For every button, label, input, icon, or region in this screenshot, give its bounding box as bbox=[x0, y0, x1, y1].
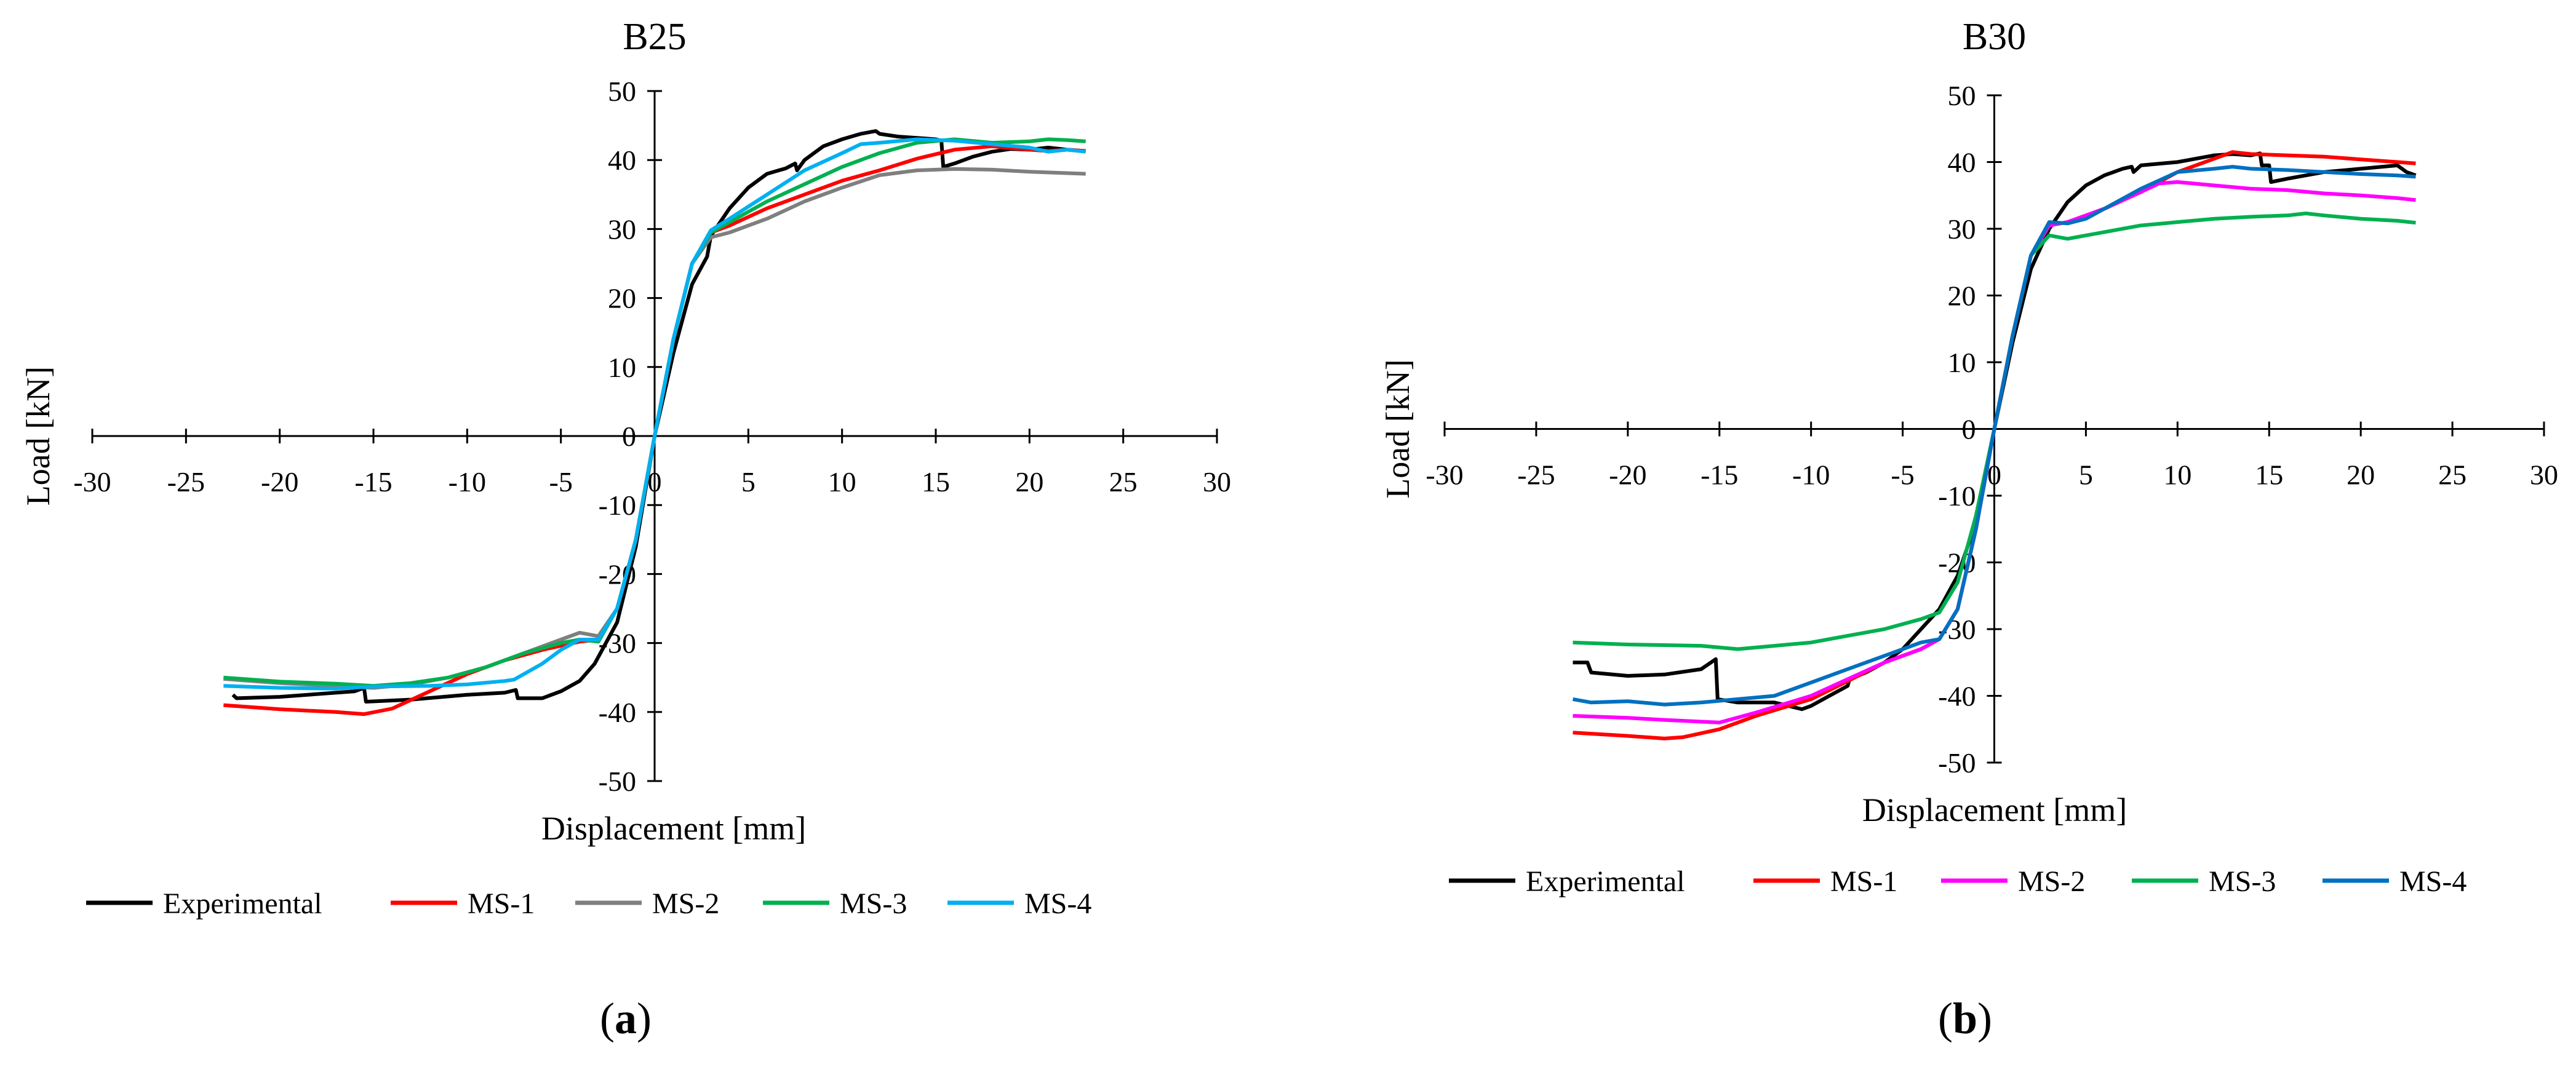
x-tick-label: 15 bbox=[2255, 459, 2283, 491]
legend-label-experimental: Experimental bbox=[163, 887, 322, 920]
caption-b-letter: b bbox=[1952, 994, 1978, 1043]
x-tick-label: -30 bbox=[1426, 459, 1463, 491]
x-tick-label: 25 bbox=[1109, 466, 1138, 498]
series-line-experimental bbox=[231, 129, 1086, 704]
x-tick-label: 30 bbox=[2530, 459, 2558, 491]
y-tick-label: 50 bbox=[1948, 80, 1976, 111]
y-axis-label: Load [kN] bbox=[20, 367, 57, 506]
y-tick-label: 0 bbox=[1962, 414, 1976, 445]
x-tick-label: 10 bbox=[828, 466, 856, 498]
series-line-ms-4 bbox=[1572, 165, 2416, 707]
y-tick-label: 40 bbox=[1948, 147, 1976, 178]
x-tick-label: 25 bbox=[2438, 459, 2466, 491]
x-axis-label: Displacement [mm] bbox=[541, 810, 806, 847]
y-tick-label: 10 bbox=[608, 352, 636, 383]
y-tick-label: 20 bbox=[608, 283, 636, 314]
y-tick-label: -40 bbox=[599, 697, 636, 728]
x-tick-label: -15 bbox=[354, 466, 392, 498]
legend-label-ms-4: MS-4 bbox=[2399, 865, 2466, 898]
x-tick-label: 20 bbox=[2347, 459, 2375, 491]
x-tick-label: -30 bbox=[73, 466, 111, 498]
x-tick-label: -5 bbox=[1891, 459, 1914, 491]
y-tick-label: 30 bbox=[1948, 213, 1976, 245]
y-tick-label: 10 bbox=[1948, 347, 1976, 378]
x-tick-label: -10 bbox=[449, 466, 486, 498]
y-tick-label: 50 bbox=[608, 76, 636, 107]
legend-label-ms-2: MS-2 bbox=[2018, 865, 2085, 898]
x-tick-label: -20 bbox=[261, 466, 298, 498]
x-tick-label: -20 bbox=[1609, 459, 1646, 491]
x-tick-label: -15 bbox=[1701, 459, 1738, 491]
chart-b25: B25-30 -25 -20 -15 -10 -5 0 5 10 15 20 25 30-50-40-3… bbox=[20, 16, 1231, 920]
x-tick-label: -25 bbox=[1517, 459, 1555, 491]
caption-a-letter: a bbox=[614, 994, 637, 1043]
x-tick-label: 30 bbox=[1203, 466, 1231, 498]
y-tick-label: -10 bbox=[1938, 480, 1976, 512]
legend-label-ms-3: MS-3 bbox=[840, 887, 907, 920]
y-axis-label: Load [kN] bbox=[1379, 359, 1416, 498]
y-tick-label: 0 bbox=[622, 421, 636, 452]
x-tick-label: 0 bbox=[1987, 459, 2001, 491]
legend-label-ms-1: MS-1 bbox=[468, 887, 535, 920]
y-tick-label: -40 bbox=[1938, 681, 1976, 712]
chart-b30: B30-30 -25 -20 -15 -10 -5 0 5 10 15 20 25 30-50-40-3… bbox=[1379, 16, 2558, 898]
x-tick-label: 10 bbox=[2163, 459, 2191, 491]
series-line-ms-4 bbox=[223, 137, 1087, 691]
x-tick-label: 0 bbox=[648, 466, 662, 498]
caption-b: (b) bbox=[1938, 994, 1993, 1043]
x-tick-label: 15 bbox=[922, 466, 950, 498]
x-tick-label: 5 bbox=[2079, 459, 2093, 491]
caption-a: (a) bbox=[600, 994, 652, 1043]
y-tick-label: 20 bbox=[1948, 280, 1976, 312]
x-axis-label: Displacement [mm] bbox=[1862, 791, 2127, 828]
chart-title: B25 bbox=[623, 16, 686, 58]
y-tick-label: 30 bbox=[608, 213, 636, 245]
y-tick-label: -50 bbox=[599, 766, 636, 797]
legend-label-ms-2: MS-2 bbox=[652, 887, 719, 920]
legend-label-ms-3: MS-3 bbox=[2209, 865, 2276, 898]
legend-label-experimental: Experimental bbox=[1526, 865, 1685, 898]
x-tick-label: -25 bbox=[167, 466, 205, 498]
y-tick-label: 40 bbox=[608, 145, 636, 176]
x-tick-label: -5 bbox=[549, 466, 573, 498]
y-tick-label: -10 bbox=[599, 490, 636, 521]
y-tick-label: -50 bbox=[1938, 747, 1976, 779]
x-tick-label: -10 bbox=[1792, 459, 1830, 491]
chart-title: B30 bbox=[1963, 16, 2026, 58]
legend-label-ms-4: MS-4 bbox=[1024, 887, 1091, 920]
x-tick-label: 5 bbox=[741, 466, 756, 498]
legend-label-ms-1: MS-1 bbox=[1830, 865, 1897, 898]
x-tick-label: 20 bbox=[1015, 466, 1043, 498]
